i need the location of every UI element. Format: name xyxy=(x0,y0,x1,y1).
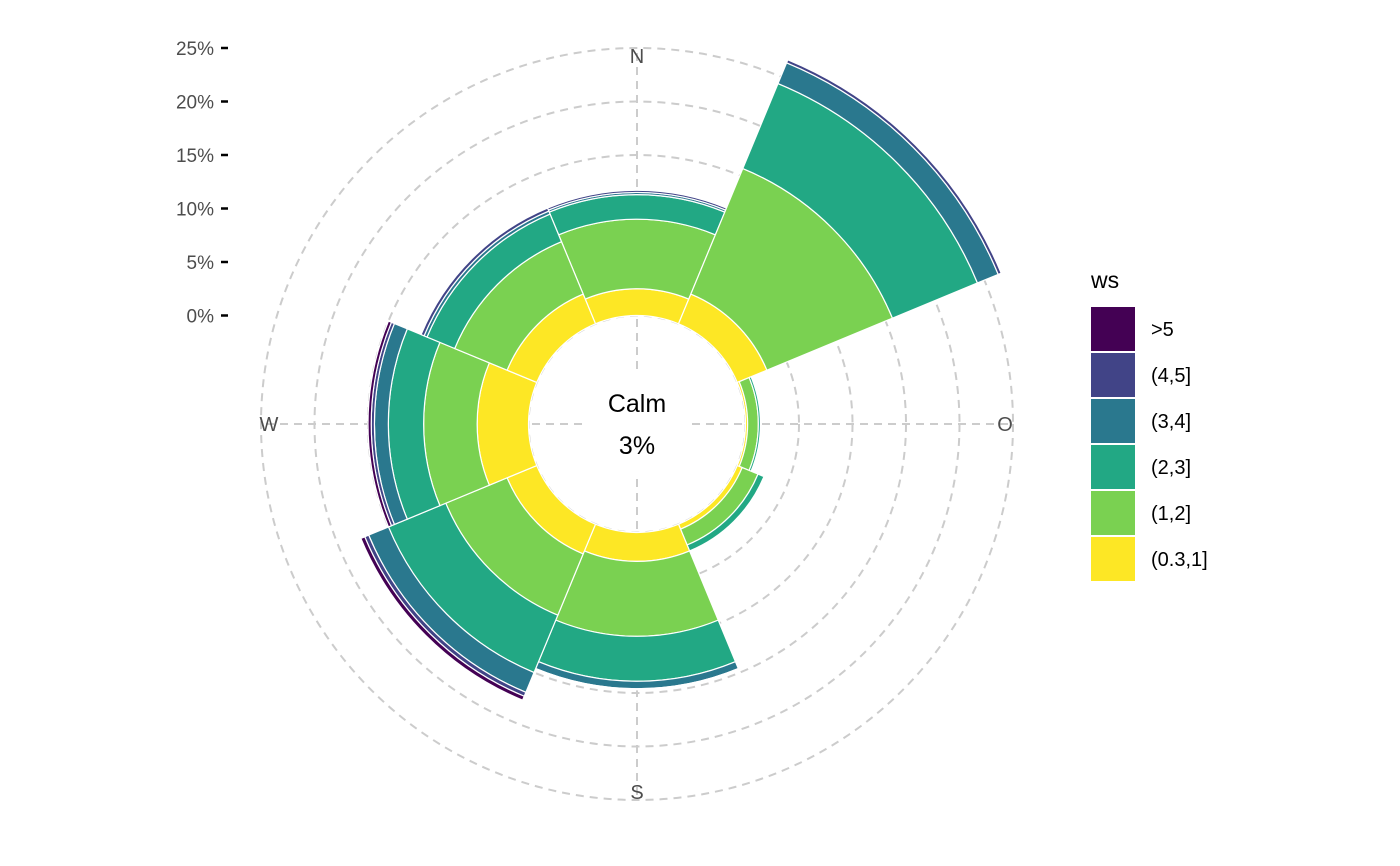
legend-swatch xyxy=(1091,445,1135,489)
radial-axis: 0% 5% 10% 15% 20% 25% xyxy=(176,39,228,328)
direction-label-west: W xyxy=(260,414,279,436)
wedge-nw xyxy=(420,207,550,337)
wedge-s xyxy=(554,550,720,637)
legend-title: ws xyxy=(1090,267,1119,293)
legend-swatch xyxy=(1091,491,1135,535)
calm-label: Calm xyxy=(608,390,666,418)
legend-label: (1,2] xyxy=(1151,503,1191,525)
wedge-ne xyxy=(785,59,1002,276)
wedge-w xyxy=(367,320,393,528)
calm-value: 3% xyxy=(619,432,655,460)
legend-swatch xyxy=(1091,537,1135,581)
legend-label: >5 xyxy=(1151,319,1174,341)
wind-bars xyxy=(360,59,1002,701)
y-tick-label: 25% xyxy=(176,39,214,60)
y-tick-label: 0% xyxy=(187,307,215,328)
grid-circle xyxy=(260,47,1014,801)
legend-label: (4,5] xyxy=(1151,365,1191,387)
y-tick-label: 10% xyxy=(176,200,214,221)
y-tick-label: 15% xyxy=(176,146,214,167)
legend: ws >5 (4,5] (3,4] (2,3] (1,2] (0.3,1] xyxy=(1090,267,1208,581)
legend-swatch xyxy=(1091,353,1135,397)
legend-label: (3,4] xyxy=(1151,411,1191,433)
direction-label-south: S xyxy=(630,782,643,804)
wedge-n xyxy=(557,218,717,300)
direction-label-north: N xyxy=(630,46,644,68)
direction-label-east: O xyxy=(997,414,1013,436)
legend-swatch xyxy=(1091,307,1135,351)
y-tick-label: 5% xyxy=(187,253,215,274)
legend-label: (2,3] xyxy=(1151,457,1191,479)
calm-circle xyxy=(582,369,692,479)
y-tick-label: 20% xyxy=(176,93,214,114)
legend-swatch xyxy=(1091,399,1135,443)
wedge-sw xyxy=(360,535,526,701)
wedge-w xyxy=(476,362,538,486)
legend-label: (0.3,1] xyxy=(1151,549,1208,571)
